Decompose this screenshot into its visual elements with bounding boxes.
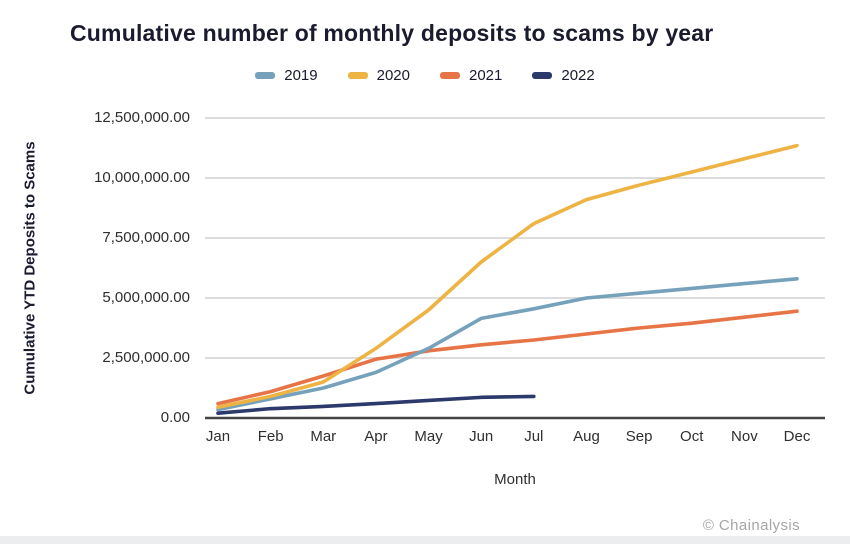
legend-label: 2021 bbox=[469, 67, 503, 84]
x-tick-label: Sep bbox=[625, 428, 653, 445]
y-tick-label: 0.00 bbox=[160, 409, 190, 426]
x-tick-label: Jun bbox=[469, 428, 494, 445]
legend-swatch bbox=[255, 72, 276, 79]
legend-item-2021: 2021 bbox=[440, 67, 502, 84]
series-line-2020 bbox=[216, 143, 799, 410]
legend-swatch bbox=[440, 72, 460, 79]
legend-label: 2019 bbox=[284, 67, 318, 84]
legend-item-2019: 2019 bbox=[255, 67, 318, 84]
y-tick-label: 5,000,000.00 bbox=[102, 289, 190, 306]
x-tick-label: Jan bbox=[205, 428, 231, 445]
legend-label: 2020 bbox=[376, 67, 410, 84]
series-line-2021 bbox=[216, 309, 799, 406]
series-line-2019 bbox=[216, 276, 799, 412]
x-tick-label: Dec bbox=[783, 428, 811, 445]
x-tick-label: Oct bbox=[680, 428, 704, 445]
x-tick-label: Aug bbox=[573, 428, 600, 445]
y-tick-label: 10,000,000.00 bbox=[94, 169, 190, 186]
x-tick-label: Jul bbox=[524, 428, 544, 445]
footer-credit: © Chainalysis bbox=[702, 517, 800, 534]
y-tick-label: 7,500,000.00 bbox=[102, 229, 190, 246]
legend-item-2020: 2020 bbox=[347, 67, 410, 84]
legend-swatch bbox=[347, 72, 368, 79]
x-axis-title: Month bbox=[494, 471, 536, 488]
legend-swatch bbox=[532, 72, 553, 79]
bottom-bar bbox=[0, 536, 850, 544]
x-tick-label: Apr bbox=[364, 428, 388, 445]
x-tick-label: May bbox=[414, 428, 443, 445]
legend: 2019 2020 2021 2022 bbox=[0, 67, 850, 84]
legend-item-2022: 2022 bbox=[532, 67, 595, 84]
x-tick-label: Nov bbox=[731, 428, 758, 445]
y-tick-label: 12,500,000.00 bbox=[94, 109, 190, 126]
series-line-2022 bbox=[216, 394, 536, 416]
legend-label: 2022 bbox=[561, 67, 595, 84]
chart-title: Cumulative number of monthly deposits to… bbox=[70, 20, 714, 46]
x-tick-label: Mar bbox=[310, 428, 337, 445]
x-tick-label: Feb bbox=[257, 428, 284, 445]
y-tick-label: 2,500,000.00 bbox=[102, 349, 190, 366]
